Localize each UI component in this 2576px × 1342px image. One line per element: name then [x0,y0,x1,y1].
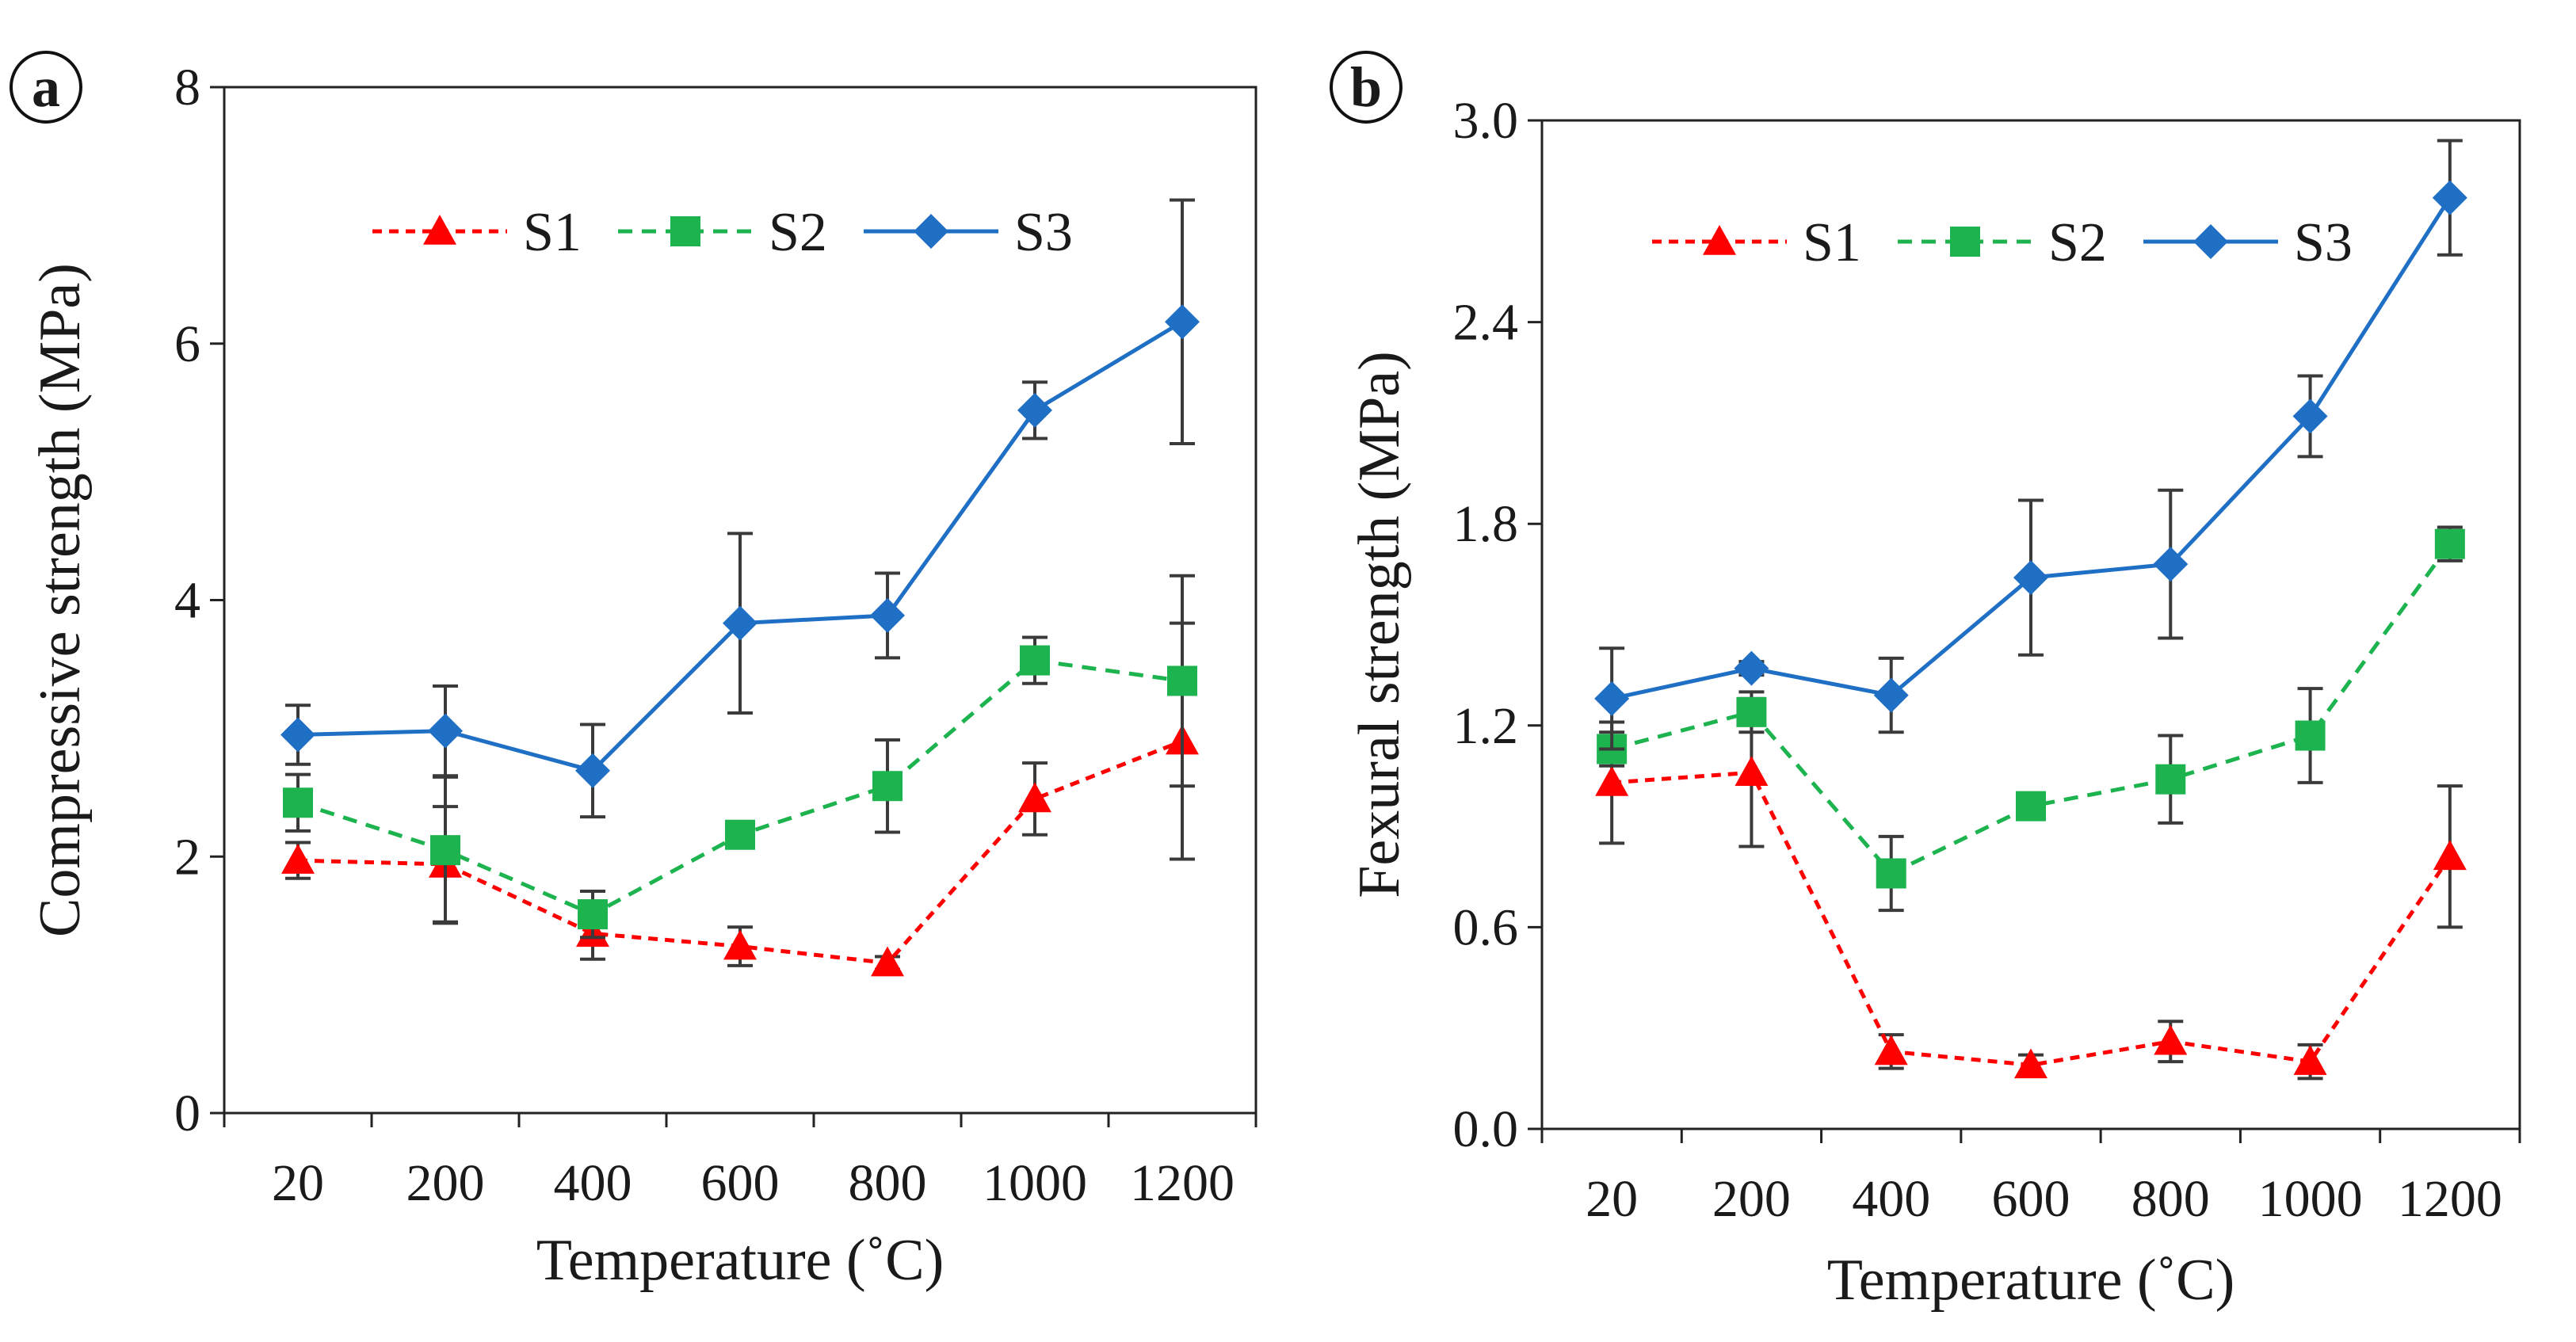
data-point-S2 [872,771,903,802]
data-point-S1 [2433,840,2467,871]
data-point-S2 [725,819,755,850]
y-tick-label: 4 [174,572,200,630]
data-point-S2 [2155,764,2186,795]
data-point-S2 [2016,791,2046,822]
data-point-S3 [2432,180,2467,215]
data-point-S3 [870,597,905,633]
data-point-S1 [871,946,904,977]
plot-frame [1540,119,2521,1130]
data-point-S3 [1017,392,1052,428]
y-tick-label: 6 [174,315,200,373]
data-point-S3 [428,713,463,749]
y-axis-title: Compressive strength (MPa) [28,263,93,937]
data-point-S3 [1734,650,1769,686]
panel-letter-circle [1330,51,1402,124]
data-point-S2 [578,899,608,930]
legend-entry-S3: S3 [864,202,1073,263]
data-point-S2 [283,787,313,818]
data-point-S1 [1018,782,1051,813]
x-tick-label: 600 [701,1154,780,1212]
y-tick-label: 1.8 [1453,495,1519,553]
legend-label: S2 [2048,212,2107,273]
data-point-S1 [1735,756,1769,787]
legend-entry-S1: S1 [372,202,582,263]
legend-marker [914,214,948,249]
x-tick-label: 200 [1712,1170,1791,1228]
legend-label: S2 [769,202,827,263]
x-tick-label: 800 [849,1154,927,1212]
panel-letter: b [1350,55,1382,119]
data-point-S3 [1873,677,1909,713]
legend-label: S3 [1014,202,1073,263]
data-point-S3 [723,605,758,641]
data-point-S1 [2293,1045,2327,1075]
legend-entry-S2: S2 [618,202,827,263]
series-S1 [1595,696,2467,1081]
data-point-S2 [1167,665,1197,696]
data-point-S2 [1736,696,1767,727]
x-tick-label: 20 [1586,1170,1638,1228]
legend-label: S3 [2294,212,2353,273]
series-S3 [280,198,1200,819]
x-tick-label: 1000 [2258,1170,2363,1228]
data-point-S1 [723,929,757,960]
x-axis-title: Temperature (˚C) [1827,1248,2235,1313]
legend-marker [1703,225,1736,255]
data-point-S3 [2292,398,2328,434]
data-point-S2 [2434,528,2465,559]
legend-entry-S1: S1 [1652,212,1861,273]
x-tick-label: 600 [1992,1170,2070,1228]
data-point-S3 [2153,547,2189,582]
data-point-S3 [1165,304,1200,340]
data-point-S2 [1876,858,1906,889]
series-S3 [1594,139,2467,751]
y-tick-label: 0.0 [1453,1100,1519,1158]
data-point-S1 [2154,1024,2188,1055]
y-tick-label: 2.4 [1453,294,1519,352]
x-tick-label: 1000 [983,1154,1087,1212]
chart-panel-b: 0.0 0.6 1.2 1.8 2.4 3.0 20 200 400 600 800 1000 1200… [1330,51,2521,1313]
x-tick-label: 400 [554,1154,632,1212]
x-tick-label: 20 [272,1154,324,1212]
data-point-S1 [1874,1035,1908,1066]
legend-marker [670,216,700,246]
data-point-S2 [1020,645,1050,676]
panel-letter: a [32,55,60,119]
data-point-S2 [2295,720,2326,751]
data-point-S2 [430,835,460,866]
x-tick-label: 1200 [1130,1154,1235,1212]
data-point-S1 [1595,765,1629,796]
x-tick-label: 800 [2131,1170,2210,1228]
legend-label: S1 [523,202,582,263]
data-point-S1 [2014,1048,2047,1079]
legend-label: S1 [1803,212,1861,273]
y-tick-label: 0.6 [1453,898,1519,956]
legend-marker [423,215,456,245]
series-S2 [1597,525,2465,913]
data-point-S3 [280,717,315,753]
chart-panel-a: 0 2 4 6 8 20 200 400 600 800 1000 1200 Temperature (… [10,51,1257,1293]
panel-letter-circle [10,51,82,124]
data-point-S1 [281,844,315,874]
x-tick-label: 1200 [2398,1170,2502,1228]
legend-marker [1950,227,1980,257]
x-axis-title: Temperature (˚C) [536,1228,945,1293]
y-tick-label: 8 [174,59,200,116]
y-tick-label: 3.0 [1453,92,1519,150]
legend-entry-S2: S2 [1898,212,2107,273]
legend-entry-S3: S3 [2143,212,2353,273]
y-axis-title: Fexural strength (MPa) [1347,351,1412,898]
data-point-S3 [1594,681,1630,716]
data-point-S3 [575,753,610,788]
series-S2 [283,574,1197,940]
y-tick-label: 2 [174,828,200,886]
y-tick-label: 0 [174,1085,200,1142]
legend-marker [2193,224,2228,259]
x-tick-label: 200 [406,1154,485,1212]
y-tick-label: 1.2 [1453,697,1519,755]
data-point-S3 [2013,560,2048,596]
x-tick-label: 400 [1852,1170,1930,1228]
